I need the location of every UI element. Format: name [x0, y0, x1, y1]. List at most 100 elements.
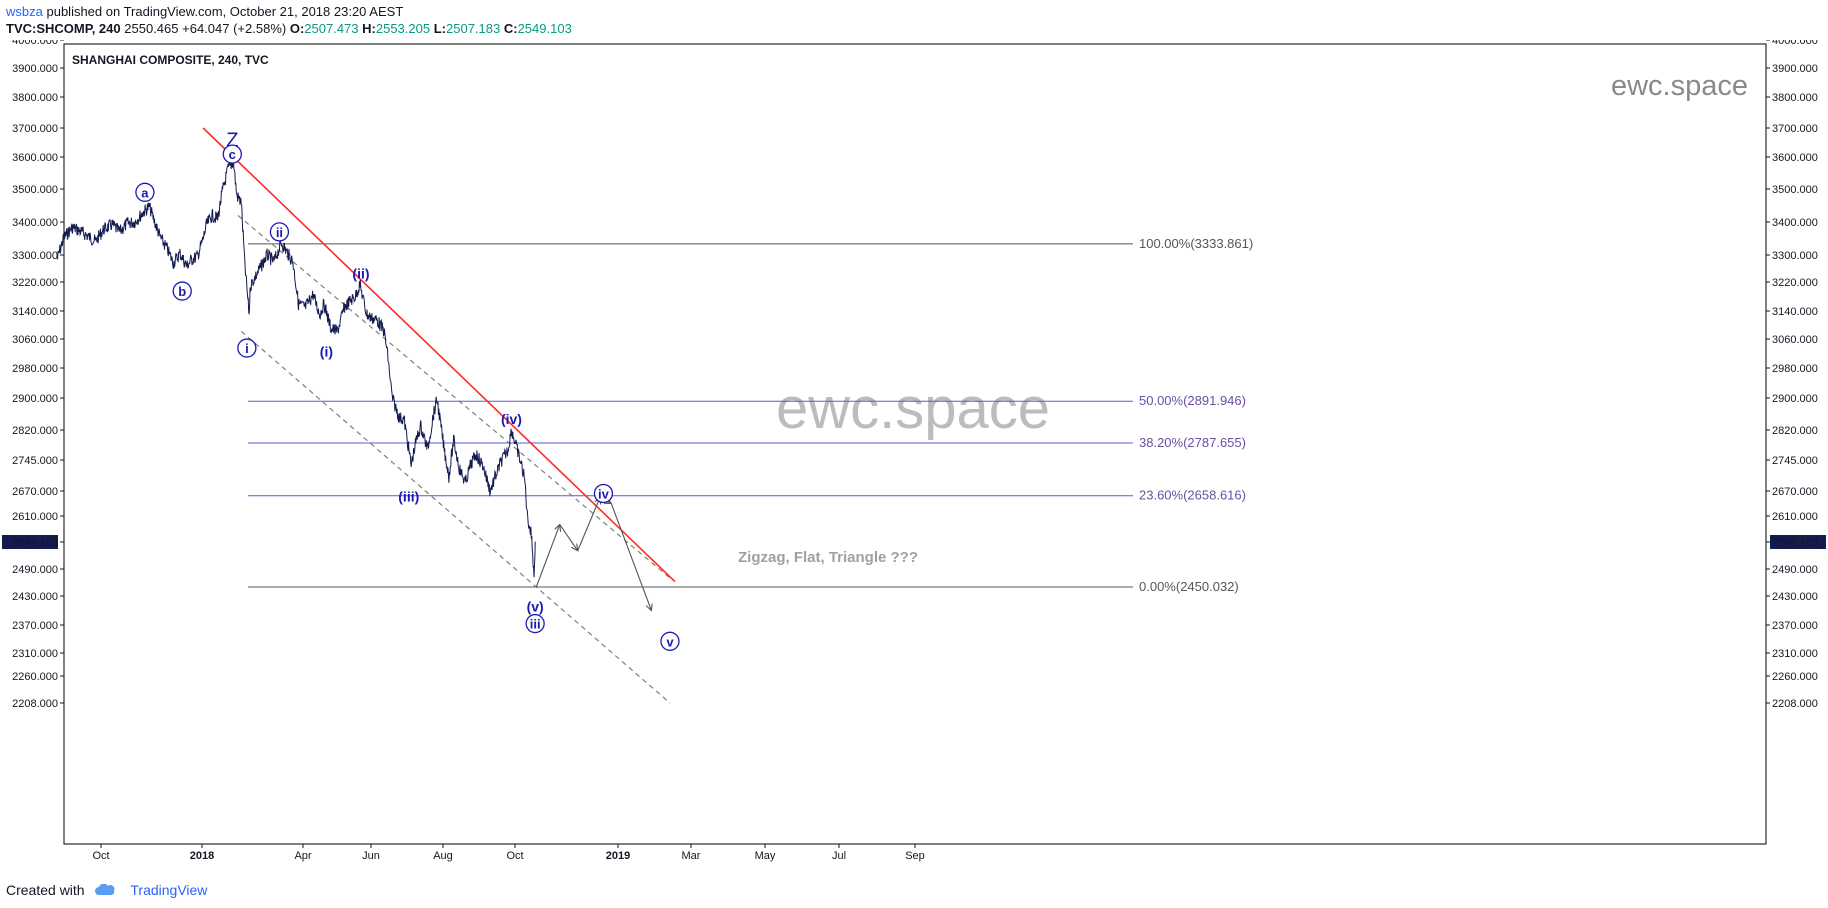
y-tick-label-right: 3220.000: [1772, 277, 1818, 289]
change-value: +64.047 (+2.58%): [182, 21, 287, 36]
wave-label: a: [141, 185, 149, 200]
y-tick-label-right: 3300.000: [1772, 250, 1818, 262]
fib-label: 38.20%(2787.655): [1139, 435, 1246, 450]
x-tick-label: 2018: [190, 850, 214, 862]
wave-label-circle: [269, 222, 290, 242]
chart-svg[interactable]: SHANGHAI COMPOSITE, 240, TVC ewc.space e…: [0, 40, 1828, 875]
wave-label: v: [666, 634, 674, 649]
last-price-badge-left: [2, 535, 58, 549]
wave-label: c: [229, 147, 236, 162]
y-tick-label-right: 2370.000: [1772, 620, 1818, 632]
y-tick-label-right: 2260.000: [1772, 671, 1818, 683]
symbol-label: TVC:SHCOMP, 240: [6, 21, 121, 36]
x-tick-label: Aug: [433, 850, 453, 862]
high-value: 2553.205: [375, 21, 431, 36]
y-tick-label-right: 2549.103: [1772, 537, 1818, 549]
y-tick-label-right: 2490.000: [1772, 564, 1818, 576]
y-tick-label-right: 3140.000: [1772, 306, 1818, 318]
channel-upper-line: [237, 214, 671, 579]
y-tick-label-left: 3220.000: [12, 277, 58, 289]
footer: Created with TradingView: [6, 882, 207, 899]
low-label: L:: [433, 21, 446, 36]
y-tick-label-left: 3400.000: [12, 217, 58, 229]
y-tick-label-right: 2430.000: [1772, 591, 1818, 603]
publish-info: wsbza published on TradingView.com, Octo…: [6, 4, 403, 19]
y-tick-label-left: 3300.000: [12, 250, 58, 262]
chart-title: SHANGHAI COMPOSITE, 240, TVC: [72, 53, 269, 67]
fibonacci-levels: 100.00%(3333.861) 50.00%(2891.946) 38.20%(…: [248, 236, 1253, 594]
x-axis: Oct 2018 Apr Jun Aug Oct 2019 Mar May Jul Sep: [92, 844, 925, 862]
y-tick-label-right: 3900.000: [1772, 63, 1818, 75]
y-tick-label-left: 2745.000: [12, 455, 58, 467]
fib-label: 50.00%(2891.946): [1139, 393, 1246, 408]
plot-area: [63, 43, 1767, 845]
x-tick-label: May: [755, 850, 776, 862]
y-tick-label-left: 2549.103: [12, 537, 58, 549]
y-tick-label-left: 2430.000: [12, 591, 58, 603]
close-value: 2549.103: [517, 21, 572, 36]
y-tick-label-left: 2900.000: [12, 393, 58, 405]
fib-label: 0.00%(2450.032): [1139, 579, 1239, 594]
x-tick-label: Oct: [506, 850, 523, 862]
low-value: 2507.183: [446, 21, 501, 36]
tradingview-link[interactable]: TradingView: [130, 882, 208, 898]
y-tick-label-right: 2900.000: [1772, 393, 1818, 405]
chart-header: wsbza published on TradingView.com, Octo…: [0, 0, 1828, 40]
wave-label: iv: [598, 487, 610, 502]
y-tick-label-right: 4000.000: [1772, 40, 1818, 47]
y-tick-label-left: 2370.000: [12, 620, 58, 632]
y-tick-label-left: 2208.000: [12, 698, 58, 710]
last-price-badge-right: [1770, 535, 1826, 549]
fib-label: 100.00%(3333.861): [1139, 236, 1253, 251]
wave-label-circle: [660, 631, 680, 651]
y-tick-label-right: 3400.000: [1772, 217, 1818, 229]
created-with-text: Created with: [6, 882, 85, 898]
wave-label-circle: [593, 483, 614, 504]
y-tick-label-left: 2310.000: [12, 648, 58, 660]
price-series: [56, 159, 536, 578]
x-tick-label: Jul: [832, 850, 846, 862]
y-tick-label-left: 2610.000: [12, 511, 58, 523]
projection-segment: [559, 524, 578, 551]
watermark-large: ewc.space: [776, 376, 1050, 441]
wave-label: (i): [320, 344, 333, 360]
y-tick-label-left: 2820.000: [12, 425, 58, 437]
annotation-text: Zigzag, Flat, Triangle ???: [738, 549, 918, 566]
y-tick-label-left: 3800.000: [12, 92, 58, 104]
y-tick-label-right: 3600.000: [1772, 152, 1818, 164]
y-tick-label-right: 2670.000: [1772, 486, 1818, 498]
high-label: H:: [362, 21, 376, 36]
y-tick-label-left: 3500.000: [12, 184, 58, 196]
wave-label-circle: [172, 281, 192, 301]
y-tick-label-right: 2310.000: [1772, 648, 1818, 660]
wave-label: (iv): [501, 411, 522, 427]
wave-label-circle: [525, 613, 545, 634]
wave-label: b: [178, 284, 186, 299]
projection-segment: [610, 503, 651, 611]
y-tick-label-left: 2490.000: [12, 564, 58, 576]
fib-label: 23.60%(2658.616): [1139, 488, 1246, 503]
x-tick-label: Oct: [92, 850, 109, 862]
tradingview-logo-icon: [94, 883, 116, 899]
wave-label: iii: [530, 617, 541, 632]
wave-label-circle: [237, 338, 257, 358]
y-tick-label-left: 3900.000: [12, 63, 58, 75]
wave-label: (iii): [398, 488, 419, 504]
y-tick-label-left: 2980.000: [12, 363, 58, 375]
close-label: C:: [503, 21, 518, 36]
y-tick-label-right: 2820.000: [1772, 425, 1818, 437]
x-tick-label: Mar: [682, 850, 701, 862]
y-tick-label-left: 2260.000: [12, 671, 58, 683]
last-value: 2550.465: [124, 21, 179, 36]
y-tick-label-left: 2670.000: [12, 486, 58, 498]
wave-label: i: [245, 341, 249, 356]
wave-label: (v): [527, 599, 544, 615]
open-label: O:: [289, 21, 305, 36]
price-line: [56, 159, 536, 578]
x-tick-label: 2019: [606, 850, 630, 862]
author-link[interactable]: wsbza: [6, 4, 43, 19]
published-text: published on TradingView.com, October 21…: [46, 4, 404, 19]
y-tick-label-right: 2610.000: [1772, 511, 1818, 523]
wave-label: (ii): [352, 266, 369, 282]
